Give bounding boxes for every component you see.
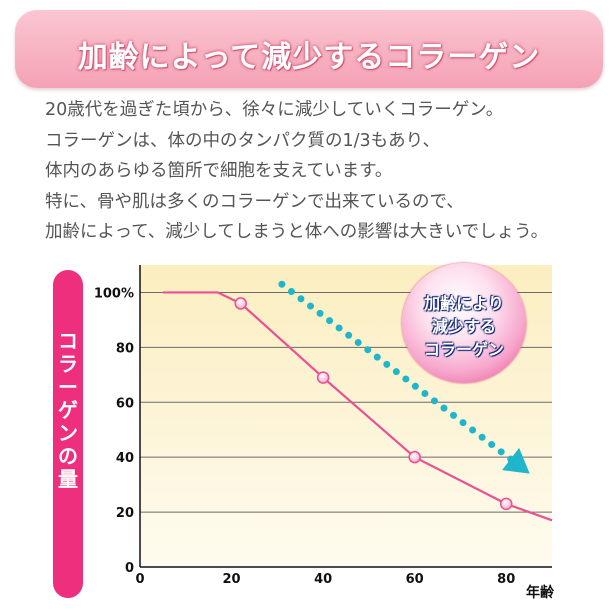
y-tick-label: 80 [116, 341, 134, 356]
data-point [408, 450, 421, 464]
y-tick-label: 60 [116, 396, 134, 411]
data-point [316, 371, 330, 384]
dotted-arrow-line [278, 280, 519, 467]
annotation-line: 加齢により [424, 294, 504, 313]
y-tick-label: 20 [116, 506, 134, 521]
x-tick-label: 0 [135, 572, 144, 587]
y-axis-label-pill: コラーゲンの量 [53, 270, 83, 598]
y-tick-label: 40 [116, 451, 134, 466]
description-line: 特に、骨や肌は多くのコラーゲンで出来ているので、 [45, 191, 464, 212]
axes [139, 265, 552, 568]
description-line: コラーゲンは、体の中のタンパク質の1/3もあり、 [45, 130, 440, 151]
description-line: 加齢によって、減少してしまうと体への影響は大きいでしょう。 [45, 222, 549, 242]
arrow-head [502, 447, 530, 474]
x-tick-label: 60 [406, 572, 424, 587]
description-line: 20歳代を過ぎた頃から、徐々に減少していくコラーゲン。 [45, 100, 504, 120]
x-axis-label: 年齢 [526, 584, 555, 601]
annotation-line: 減少する [431, 317, 496, 336]
y-tick-label: 0 [125, 561, 134, 576]
tick-labels: 0 20 40 60 80 100% 0 20 40 60 80 [94, 286, 515, 587]
y-tick-label: 100% [94, 286, 134, 301]
description-line: 体内のあらゆる箇所で細胞を支えています。 [45, 161, 393, 181]
annotation-bubble: 加齢により 減少する コラーゲン [402, 263, 526, 383]
decrease-arrow [278, 280, 530, 474]
x-tick-label: 20 [223, 572, 241, 587]
x-tick-label: 80 [497, 572, 515, 587]
description-text: 20歳代を過ぎた頃から、徐々に減少していくコラーゲン。 コラーゲンは、体の中のタ… [45, 95, 605, 248]
x-tick-label: 40 [314, 572, 332, 587]
data-point [499, 497, 513, 511]
banner-title: 加齢によって減少するコラーゲン [77, 40, 541, 75]
annotation-line: コラーゲン [423, 340, 504, 359]
y-axis-label: コラーゲンの量 [58, 329, 78, 491]
collagen-series [162, 291, 553, 522]
data-point [234, 297, 247, 310]
title-banner: 加齢によって減少するコラーゲン [15, 10, 603, 88]
